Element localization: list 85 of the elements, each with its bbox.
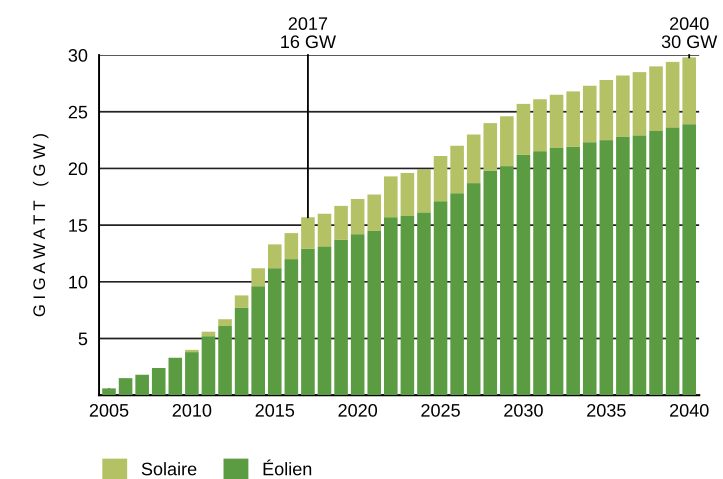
bar bbox=[632, 72, 646, 136]
bar bbox=[367, 230, 382, 396]
x-tick-label: 2020 bbox=[338, 404, 378, 417]
y-tick-label: 25 bbox=[68, 106, 88, 118]
bar bbox=[350, 234, 364, 396]
bar bbox=[566, 91, 580, 147]
bar bbox=[600, 80, 614, 140]
bar bbox=[135, 374, 149, 396]
y-tick-label: 30 bbox=[68, 49, 88, 62]
bar bbox=[367, 194, 382, 231]
bar bbox=[301, 217, 315, 249]
bar bbox=[384, 176, 398, 218]
bar bbox=[350, 199, 364, 234]
bar bbox=[582, 142, 597, 396]
x-tick-label: 2025 bbox=[421, 404, 460, 417]
bar bbox=[234, 295, 248, 308]
bar bbox=[666, 128, 680, 396]
bar bbox=[466, 183, 480, 396]
bar bbox=[616, 136, 630, 396]
y-tick-label: 15 bbox=[69, 219, 88, 232]
bar bbox=[284, 233, 298, 260]
bar bbox=[301, 248, 315, 396]
bar bbox=[334, 240, 348, 396]
bar bbox=[682, 57, 696, 124]
bar bbox=[168, 358, 182, 396]
bar bbox=[268, 268, 282, 396]
x-tick-label: 2010 bbox=[172, 404, 212, 417]
bar bbox=[483, 170, 498, 396]
bar bbox=[384, 217, 398, 396]
bar bbox=[533, 99, 547, 152]
bar bbox=[550, 94, 564, 148]
bar bbox=[682, 124, 696, 396]
bar bbox=[582, 86, 597, 142]
x-tick-label: 2030 bbox=[504, 404, 543, 417]
bar bbox=[251, 268, 265, 286]
bar bbox=[218, 319, 232, 326]
legend-label: Solaire bbox=[142, 462, 196, 476]
bar bbox=[434, 156, 448, 202]
bar bbox=[516, 154, 530, 396]
bar bbox=[202, 332, 216, 336]
bar bbox=[318, 214, 332, 247]
bar bbox=[234, 308, 248, 396]
x-tick-label: 2040 bbox=[670, 404, 709, 417]
bar bbox=[102, 388, 116, 396]
bar bbox=[500, 116, 514, 166]
bar bbox=[185, 352, 199, 396]
bar bbox=[516, 104, 530, 155]
y-axis-title: G I G A W A T T ( G W ) bbox=[32, 134, 48, 316]
bar bbox=[666, 62, 680, 128]
bar bbox=[118, 378, 132, 396]
bar bbox=[450, 146, 464, 194]
x-tick-label: 2035 bbox=[587, 404, 626, 417]
bar bbox=[550, 148, 564, 396]
bar bbox=[400, 172, 414, 216]
bar bbox=[417, 212, 431, 396]
bar bbox=[318, 246, 332, 396]
bar bbox=[533, 151, 547, 396]
bar bbox=[334, 206, 348, 240]
bar bbox=[284, 259, 298, 396]
bar bbox=[600, 140, 614, 396]
bar bbox=[450, 193, 464, 396]
bar bbox=[649, 131, 663, 396]
x-tick-label: 2005 bbox=[90, 404, 128, 417]
y-tick-label: 20 bbox=[68, 162, 88, 176]
annotation: 2040 30 GW bbox=[662, 17, 718, 48]
bar bbox=[218, 326, 232, 396]
y-tick-label: 5 bbox=[78, 332, 88, 346]
bar bbox=[483, 123, 498, 171]
bar bbox=[152, 368, 166, 396]
bar bbox=[466, 134, 480, 184]
bar bbox=[400, 216, 414, 396]
bar bbox=[251, 286, 265, 396]
bar bbox=[202, 336, 216, 396]
legend-label: Éolien bbox=[264, 460, 312, 476]
bar bbox=[616, 75, 630, 137]
bar bbox=[434, 201, 448, 396]
bar bbox=[268, 244, 282, 268]
bar bbox=[500, 166, 514, 396]
bar bbox=[566, 146, 580, 396]
annotation: 2017 16 GW bbox=[281, 17, 336, 48]
bar bbox=[417, 170, 431, 213]
bar bbox=[649, 66, 663, 132]
bar bbox=[632, 136, 646, 396]
x-tick-label: 2015 bbox=[256, 404, 294, 417]
y-tick-label: 10 bbox=[69, 276, 88, 289]
